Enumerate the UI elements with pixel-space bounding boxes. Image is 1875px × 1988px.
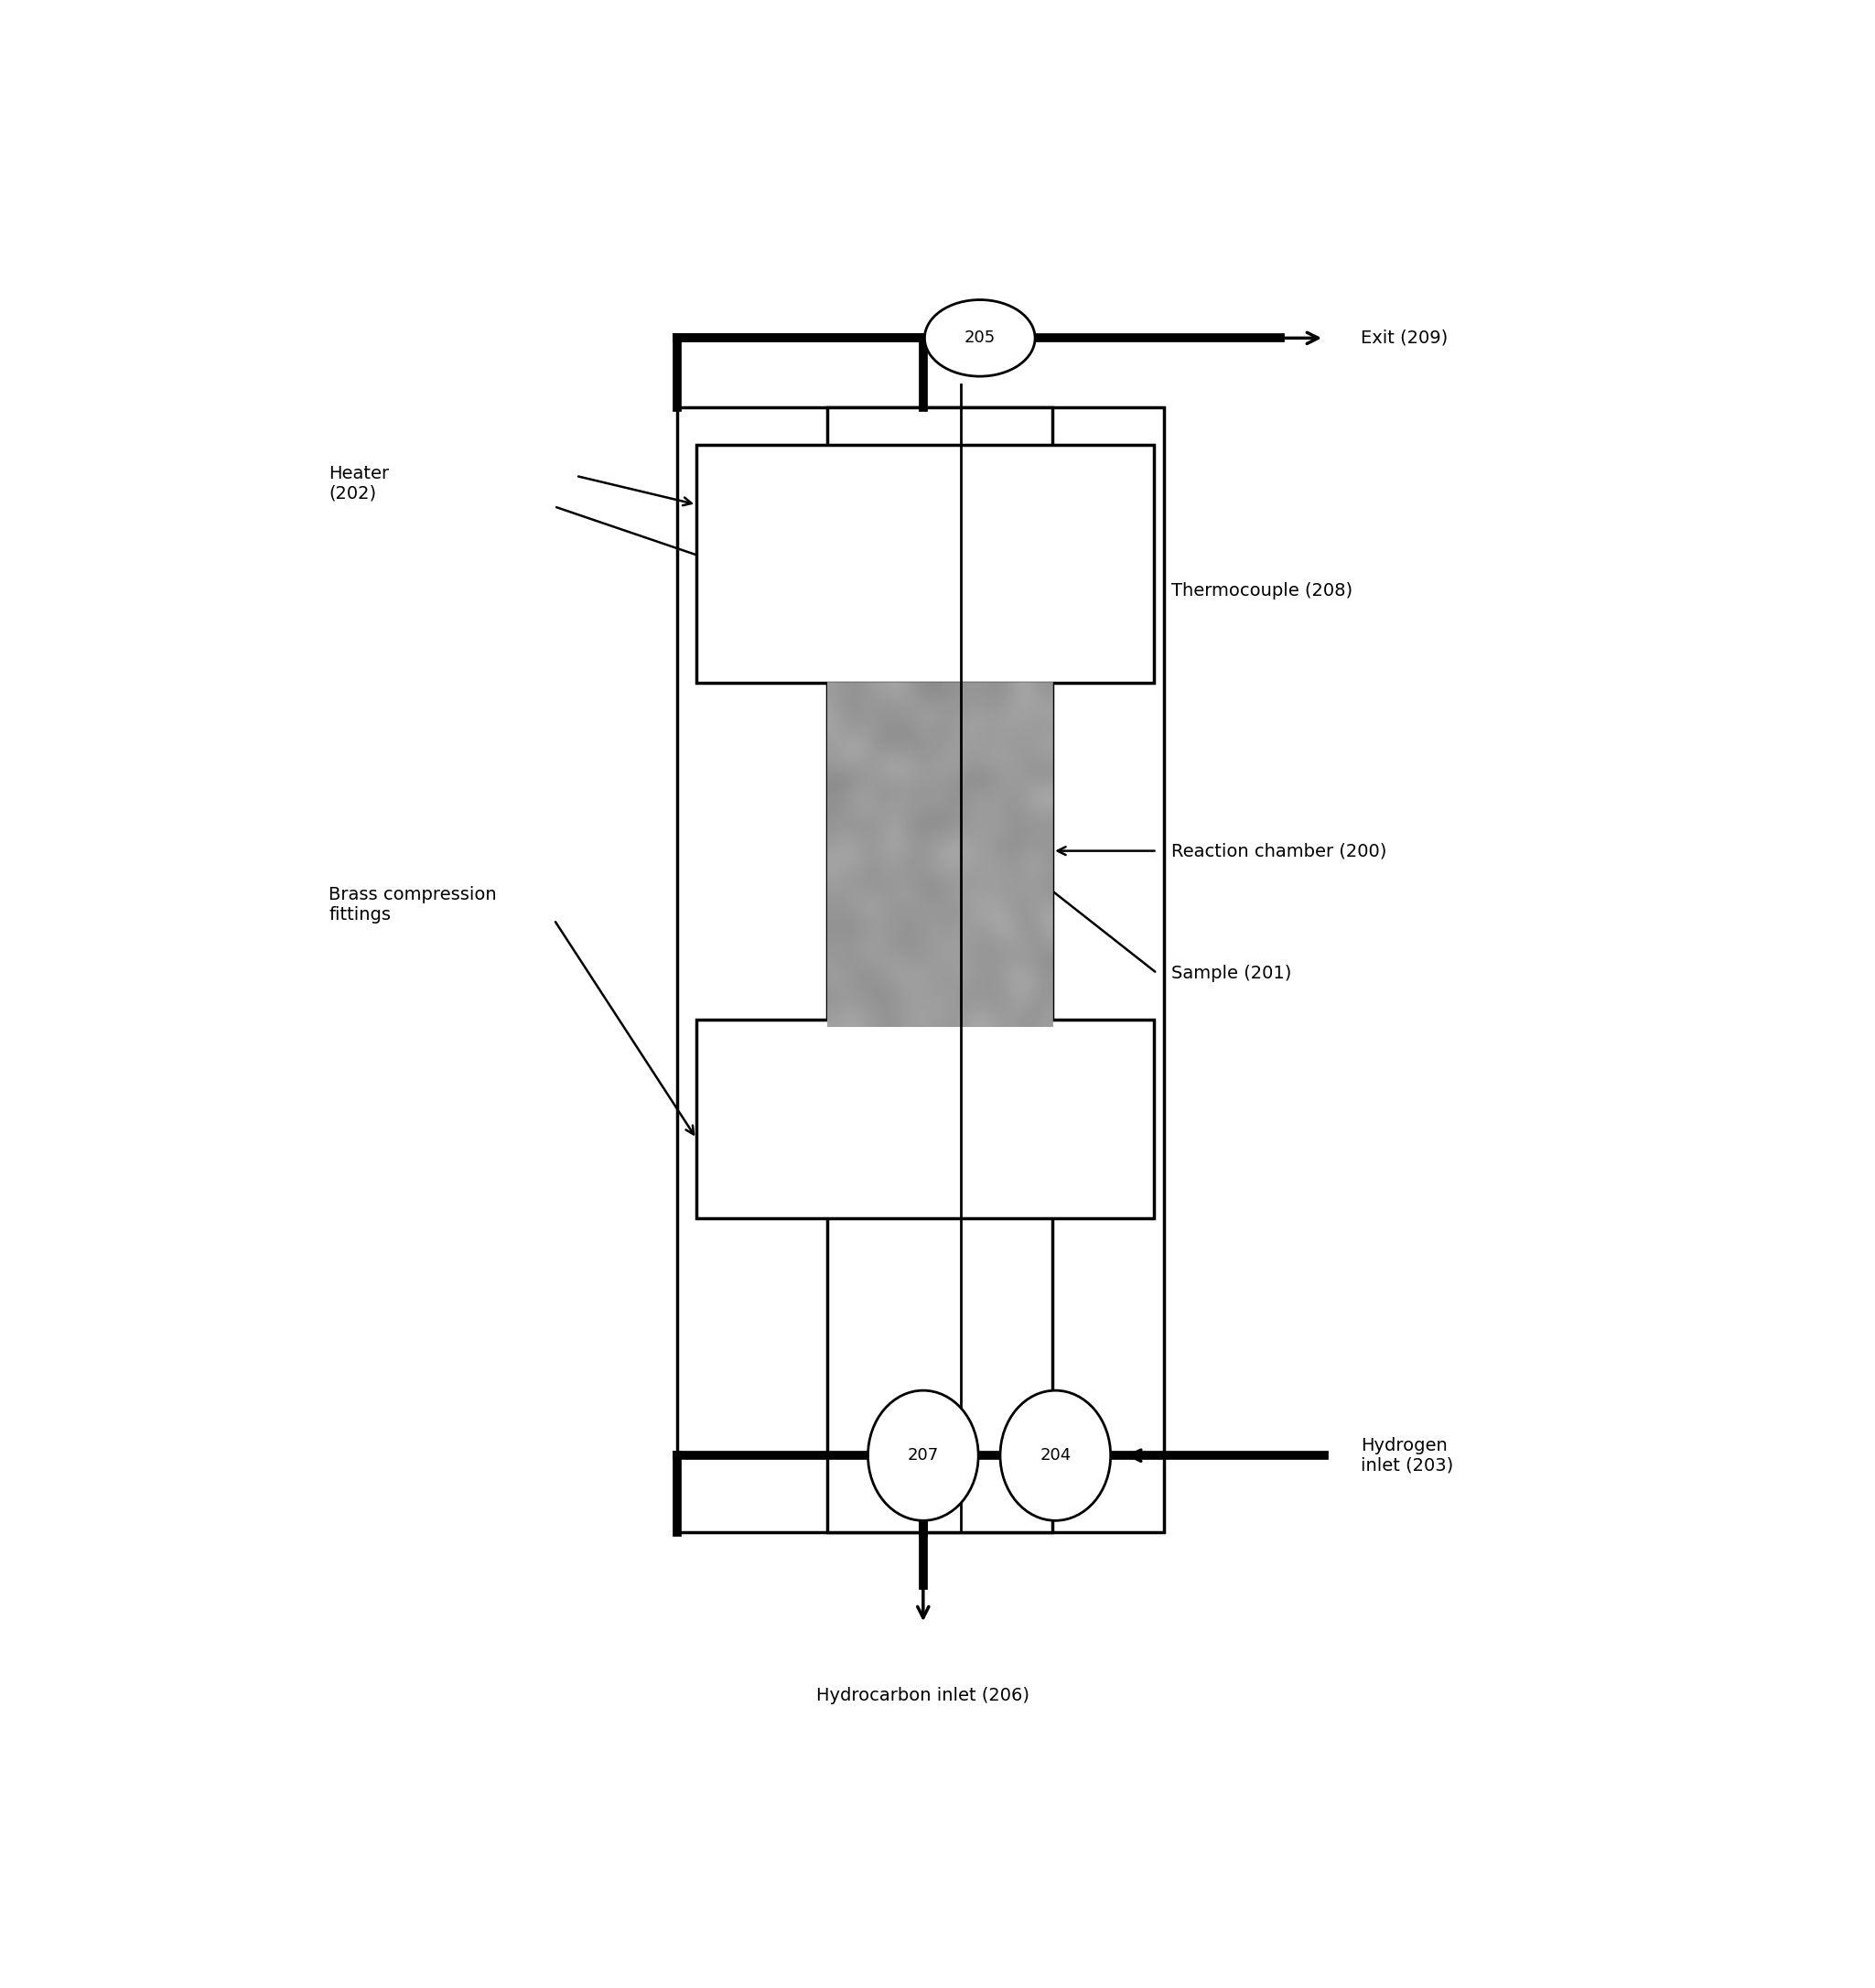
Text: Sample (201): Sample (201) <box>1172 964 1292 982</box>
Text: Hydrocarbon inlet (206): Hydrocarbon inlet (206) <box>816 1688 1029 1704</box>
Text: Heater
(202): Heater (202) <box>328 465 390 503</box>
Text: Hydrogen
inlet (203): Hydrogen inlet (203) <box>1361 1437 1453 1475</box>
Bar <box>696 1020 1155 1219</box>
Text: Thermocouple (208): Thermocouple (208) <box>1172 582 1354 598</box>
Text: Reaction chamber (200): Reaction chamber (200) <box>1172 843 1388 859</box>
Bar <box>827 408 1052 1533</box>
Ellipse shape <box>868 1390 979 1521</box>
Text: Brass compression
fittings: Brass compression fittings <box>328 887 497 922</box>
Bar <box>696 445 1155 682</box>
Text: 207: 207 <box>908 1447 939 1463</box>
Ellipse shape <box>999 1390 1110 1521</box>
Text: 205: 205 <box>964 330 996 346</box>
Text: 204: 204 <box>1041 1447 1071 1463</box>
Text: Exit (209): Exit (209) <box>1361 330 1448 346</box>
Ellipse shape <box>924 300 1035 376</box>
Bar <box>677 408 1164 1533</box>
Bar <box>827 682 1052 1028</box>
